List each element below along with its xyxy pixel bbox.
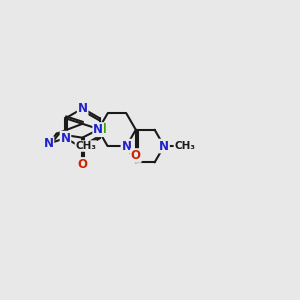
Text: CH₃: CH₃ (75, 141, 96, 151)
Text: N: N (44, 137, 53, 150)
Text: Cl: Cl (94, 123, 107, 136)
Text: N: N (122, 140, 131, 153)
Text: N: N (78, 102, 88, 115)
Text: N: N (61, 132, 70, 145)
Text: O: O (131, 149, 141, 162)
Text: N: N (93, 123, 103, 136)
Text: O: O (77, 158, 87, 171)
Text: CH₃: CH₃ (174, 141, 195, 151)
Text: N: N (159, 140, 169, 153)
